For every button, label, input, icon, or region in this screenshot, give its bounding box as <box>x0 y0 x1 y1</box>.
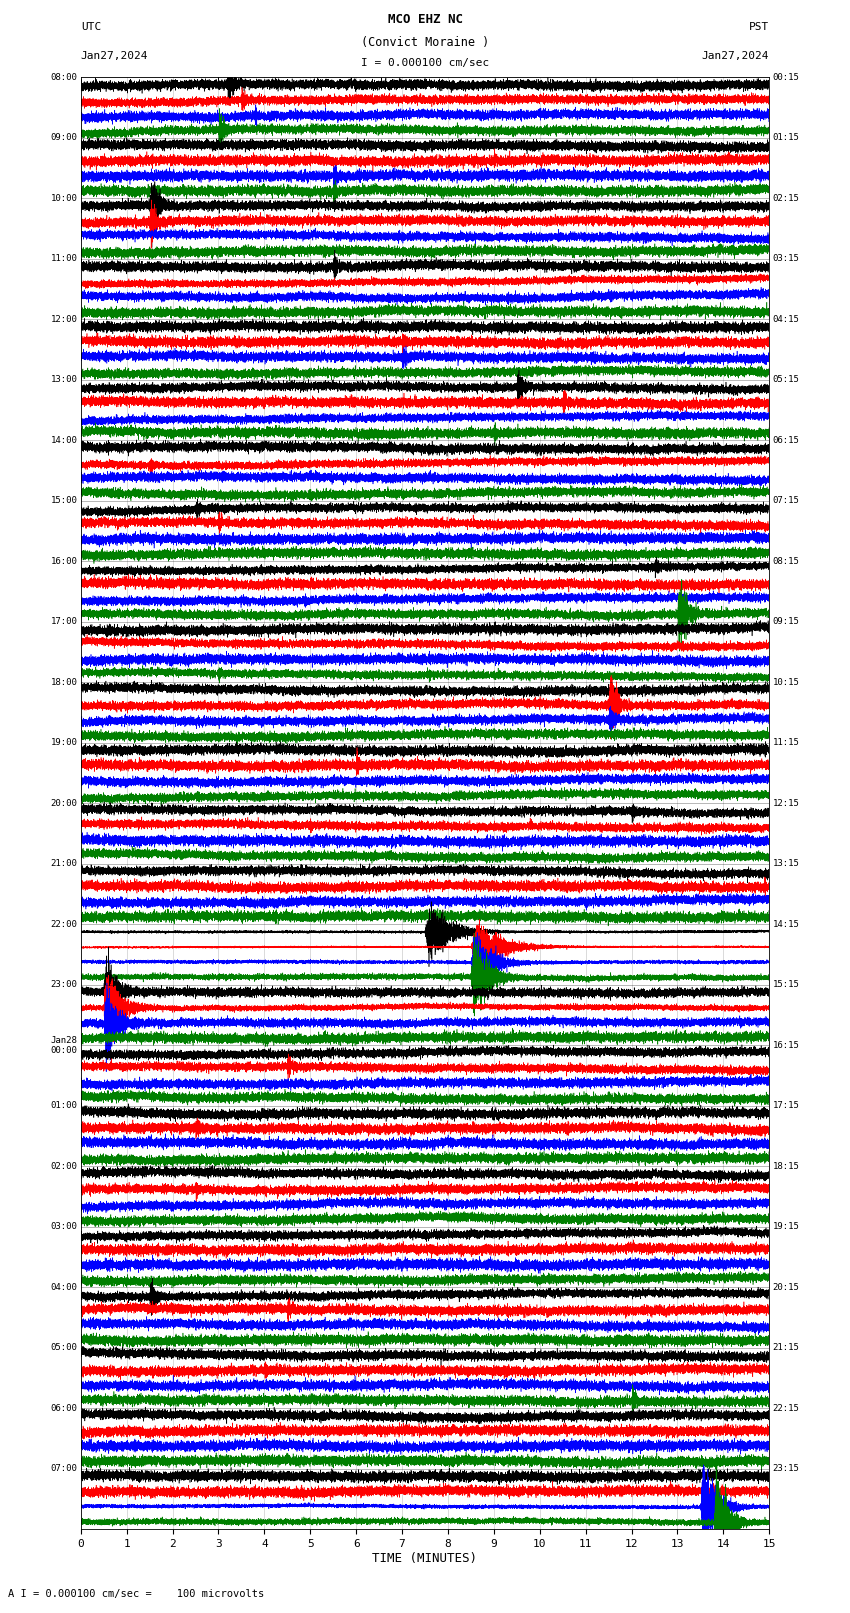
Text: 15:15: 15:15 <box>773 981 800 989</box>
Text: Jan27,2024: Jan27,2024 <box>81 50 148 61</box>
Text: 03:15: 03:15 <box>773 255 800 263</box>
Text: 07:15: 07:15 <box>773 497 800 505</box>
Text: 16:15: 16:15 <box>773 1040 800 1050</box>
Text: 17:00: 17:00 <box>50 618 77 626</box>
X-axis label: TIME (MINUTES): TIME (MINUTES) <box>372 1552 478 1565</box>
Text: Jan28
00:00: Jan28 00:00 <box>50 1036 77 1055</box>
Text: 15:00: 15:00 <box>50 497 77 505</box>
Text: 17:15: 17:15 <box>773 1102 800 1110</box>
Text: 21:00: 21:00 <box>50 860 77 868</box>
Text: PST: PST <box>749 23 769 32</box>
Text: 12:00: 12:00 <box>50 315 77 324</box>
Text: 11:15: 11:15 <box>773 739 800 747</box>
Text: 12:15: 12:15 <box>773 798 800 808</box>
Text: 05:00: 05:00 <box>50 1344 77 1352</box>
Text: (Convict Moraine ): (Convict Moraine ) <box>361 35 489 48</box>
Text: 20:15: 20:15 <box>773 1282 800 1292</box>
Text: 14:00: 14:00 <box>50 436 77 445</box>
Text: 09:15: 09:15 <box>773 618 800 626</box>
Text: I = 0.000100 cm/sec: I = 0.000100 cm/sec <box>361 58 489 68</box>
Text: 18:00: 18:00 <box>50 677 77 687</box>
Text: 11:00: 11:00 <box>50 255 77 263</box>
Text: 08:15: 08:15 <box>773 556 800 566</box>
Text: 02:15: 02:15 <box>773 194 800 203</box>
Text: 06:15: 06:15 <box>773 436 800 445</box>
Text: 04:15: 04:15 <box>773 315 800 324</box>
Text: 01:00: 01:00 <box>50 1102 77 1110</box>
Text: 06:00: 06:00 <box>50 1403 77 1413</box>
Text: 07:00: 07:00 <box>50 1465 77 1473</box>
Text: 22:15: 22:15 <box>773 1403 800 1413</box>
Text: MCO EHZ NC: MCO EHZ NC <box>388 13 462 26</box>
Text: 19:15: 19:15 <box>773 1223 800 1231</box>
Text: 16:00: 16:00 <box>50 556 77 566</box>
Text: 10:00: 10:00 <box>50 194 77 203</box>
Text: 23:00: 23:00 <box>50 981 77 989</box>
Text: 13:00: 13:00 <box>50 376 77 384</box>
Text: 19:00: 19:00 <box>50 739 77 747</box>
Text: 18:15: 18:15 <box>773 1161 800 1171</box>
Text: Jan27,2024: Jan27,2024 <box>702 50 769 61</box>
Text: 04:00: 04:00 <box>50 1282 77 1292</box>
Text: 20:00: 20:00 <box>50 798 77 808</box>
Text: 13:15: 13:15 <box>773 860 800 868</box>
Text: 05:15: 05:15 <box>773 376 800 384</box>
Text: UTC: UTC <box>81 23 101 32</box>
Text: 09:00: 09:00 <box>50 134 77 142</box>
Text: 22:00: 22:00 <box>50 919 77 929</box>
Text: 14:15: 14:15 <box>773 919 800 929</box>
Text: 21:15: 21:15 <box>773 1344 800 1352</box>
Text: 10:15: 10:15 <box>773 677 800 687</box>
Text: 01:15: 01:15 <box>773 134 800 142</box>
Text: 08:00: 08:00 <box>50 73 77 82</box>
Text: 03:00: 03:00 <box>50 1223 77 1231</box>
Text: 00:15: 00:15 <box>773 73 800 82</box>
Text: 23:15: 23:15 <box>773 1465 800 1473</box>
Text: 02:00: 02:00 <box>50 1161 77 1171</box>
Text: A I = 0.000100 cm/sec =    100 microvolts: A I = 0.000100 cm/sec = 100 microvolts <box>8 1589 264 1598</box>
